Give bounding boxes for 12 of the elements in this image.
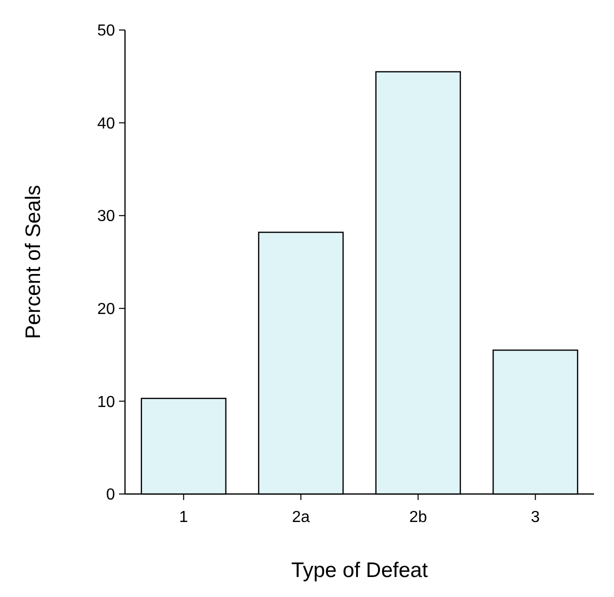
y-tick-label: 20 xyxy=(97,301,116,318)
x-tick-label: 3 xyxy=(530,509,540,526)
x-tick-label: 2b xyxy=(409,509,428,526)
y-tick-label: 40 xyxy=(97,115,116,132)
y-axis-title: Percent of Seals xyxy=(22,184,45,340)
x-tick-label: 1 xyxy=(179,509,188,526)
y-tick-label: 50 xyxy=(97,22,116,40)
x-axis-title: Type of Defeat xyxy=(291,559,428,582)
x-tick-label: 2a xyxy=(292,509,310,526)
y-tick-label: 10 xyxy=(97,394,116,411)
y-tick-label: 30 xyxy=(97,208,116,226)
y-tick-label: 0 xyxy=(106,486,116,504)
